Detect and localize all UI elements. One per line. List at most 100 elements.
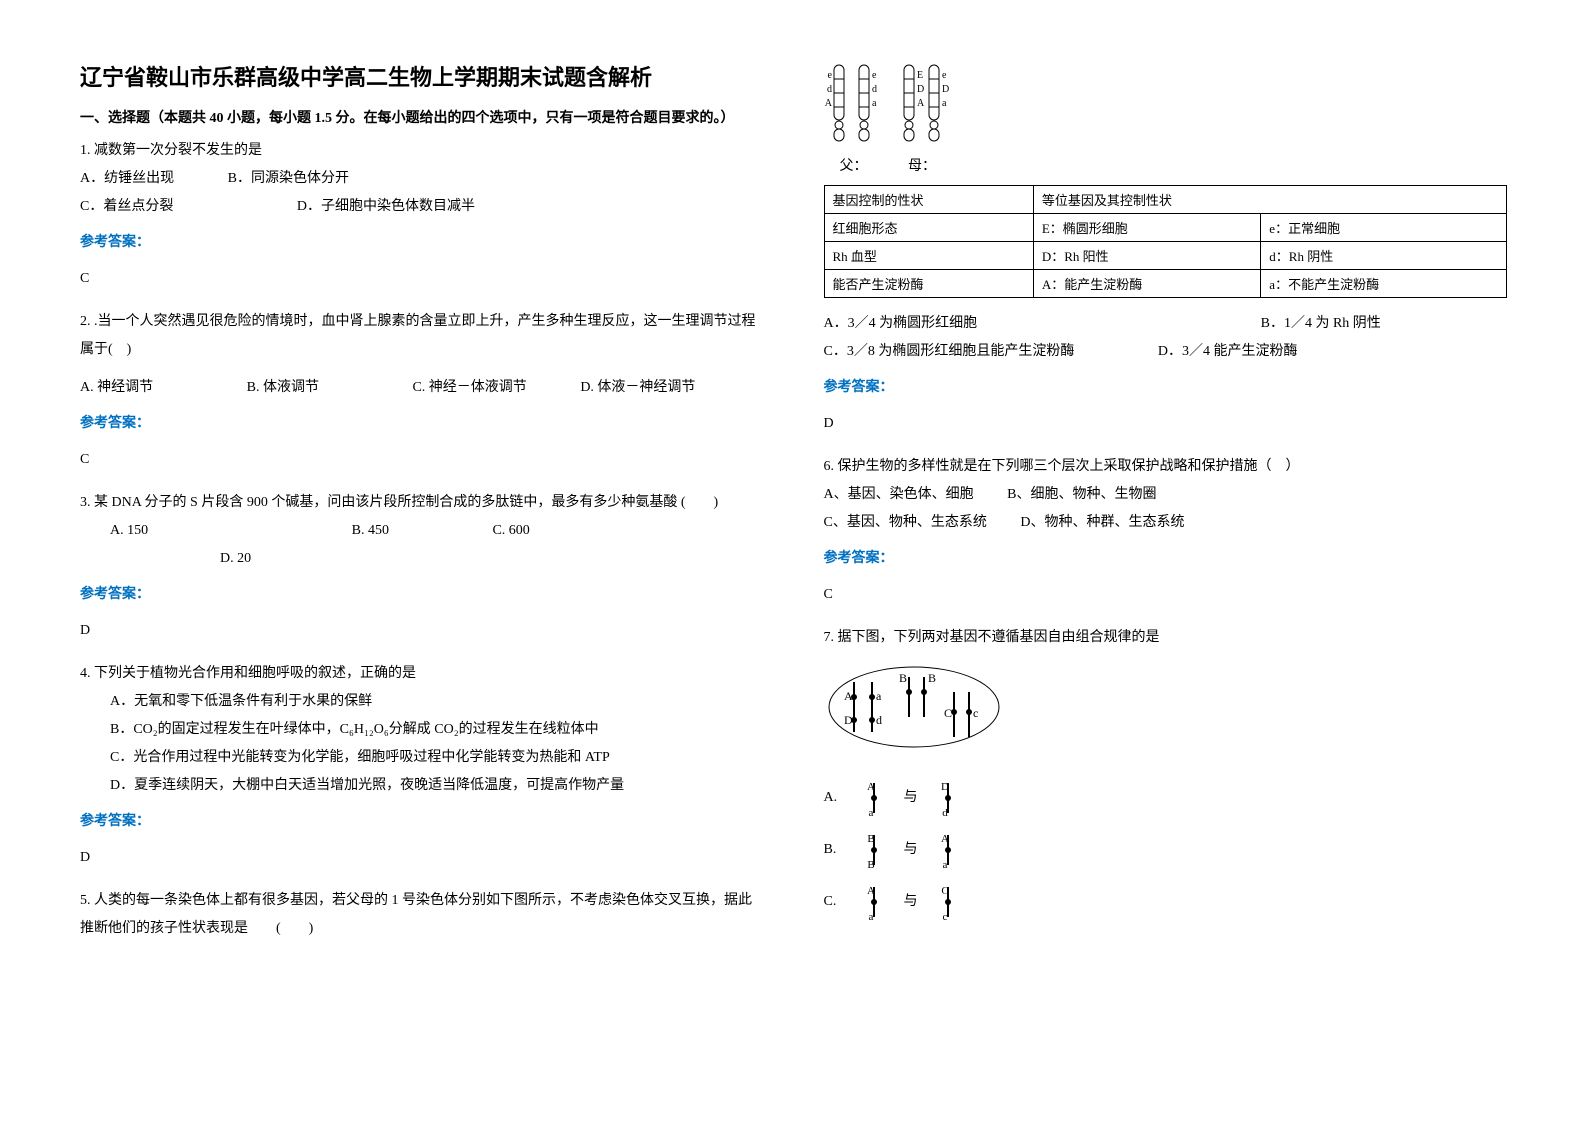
q6-option-c: C、基因、物种、生态系统	[824, 509, 987, 537]
svg-text:d: d	[872, 84, 877, 95]
svg-text:e: e	[872, 70, 877, 81]
q6-option-b: B、细胞、物种、生物圈	[1007, 481, 1156, 509]
father-label: 父：	[824, 155, 884, 175]
q7-option-c-mid: 与	[904, 888, 918, 916]
svg-text:A: A	[917, 98, 925, 109]
cell-diagram: A a D d B B	[824, 662, 1508, 763]
q7-option-c-label: C.	[824, 888, 844, 916]
q3-answer: D	[80, 617, 764, 645]
table-r3c3: a：不能产生淀粉酶	[1261, 270, 1507, 298]
mother-label: 母：	[887, 155, 957, 175]
q3-option-a: A. 150	[110, 517, 148, 545]
svg-text:C: C	[944, 706, 952, 720]
svg-text:A: A	[824, 98, 832, 109]
page-title: 辽宁省鞍山市乐群高级中学高二生物上学期期末试题含解析	[80, 60, 764, 92]
table-r2c2: D：Rh 阳性	[1033, 242, 1260, 270]
table-r3c2: A：能产生淀粉酶	[1033, 270, 1260, 298]
q2-option-d: D. 体液－神经调节	[580, 374, 695, 402]
answer-label: 参考答案：	[80, 410, 764, 438]
q7-option-a-mid: 与	[904, 784, 918, 812]
table-r1c2: E：椭圆形细胞	[1033, 214, 1260, 242]
q3-stem: 3. 某 DNA 分子的 S 片段含 900 个碱基，问由该片段所控制合成的多肽…	[80, 489, 764, 517]
q6-option-a: A、基因、染色体、细胞	[824, 481, 974, 509]
svg-text:B: B	[928, 671, 936, 685]
table-r2c1: Rh 血型	[824, 242, 1033, 270]
q2-option-a: A. 神经调节	[80, 374, 153, 402]
q5-option-d: D．3／4 能产生淀粉酶	[1158, 338, 1298, 366]
answer-label: 参考答案：	[824, 374, 1508, 402]
q7-option-b-row: B. B B 与 Aa	[824, 830, 1508, 870]
q4-answer: D	[80, 844, 764, 872]
q3-option-b: B. 450	[352, 517, 389, 545]
q1-option-b: B．同源染色体分开	[228, 165, 349, 193]
q1-stem: 1. 减数第一次分裂不发生的是	[80, 137, 764, 165]
q7-stem: 7. 据下图，下列两对基因不遵循基因自由组合规律的是	[824, 624, 1508, 652]
q2-answer: C	[80, 446, 764, 474]
q6-answer: C	[824, 581, 1508, 609]
svg-text:a: a	[872, 98, 877, 109]
svg-text:D: D	[917, 84, 924, 95]
q6-stem: 6. 保护生物的多样性就是在下列哪三个层次上采取保护战略和保护措施（ ）	[824, 453, 1508, 481]
q7-option-a-label: A.	[824, 784, 844, 812]
question-3: 3. 某 DNA 分子的 S 片段含 900 个碱基，问由该片段所控制合成的多肽…	[80, 489, 764, 645]
svg-text:e: e	[942, 70, 947, 81]
svg-text:d: d	[827, 84, 832, 95]
q5-answer: D	[824, 410, 1508, 438]
chromosome-diagram: e d A e d a	[824, 60, 1508, 175]
svg-text:a: a	[942, 98, 947, 109]
answer-label: 参考答案：	[80, 229, 764, 257]
question-1: 1. 减数第一次分裂不发生的是 A．纺锤丝出现 B．同源染色体分开 C．着丝点分…	[80, 137, 764, 293]
table-h1: 基因控制的性状	[824, 186, 1033, 214]
table-r1c3: e：正常细胞	[1261, 214, 1507, 242]
q2-option-c: C. 神经－体液调节	[412, 374, 526, 402]
q6-option-d: D、物种、种群、生态系统	[1020, 509, 1184, 537]
q1-option-c: C．着丝点分裂	[80, 193, 173, 221]
svg-text:B: B	[867, 833, 874, 845]
question-5-stem-block: 5. 人类的每一条染色体上都有很多基因，若父母的 1 号染色体分别如下图所示，不…	[80, 887, 764, 943]
table-r1c1: 红细胞形态	[824, 214, 1033, 242]
left-column: 辽宁省鞍山市乐群高级中学高二生物上学期期末试题含解析 一、选择题（本题共 40 …	[80, 60, 764, 958]
answer-label: 参考答案：	[80, 808, 764, 836]
svg-text:A: A	[867, 885, 875, 897]
svg-text:D: D	[941, 781, 949, 793]
svg-text:c: c	[942, 911, 947, 922]
q2-stem: 2. .当一个人突然遇见很危险的情境时，血中肾上腺素的含量立即上升，产生多种生理…	[80, 308, 764, 364]
right-column: e d A e d a	[824, 60, 1508, 958]
svg-text:D: D	[942, 84, 949, 95]
svg-text:a: a	[876, 689, 882, 703]
svg-text:D: D	[844, 713, 853, 727]
q1-option-d: D．子细胞中染色体数目减半	[297, 193, 475, 221]
q7-option-a-row: A. Aa 与 Dd	[824, 778, 1508, 818]
q7-option-b-mid: 与	[904, 836, 918, 864]
q7-option-c-row: C. Aa 与 Cc	[824, 882, 1508, 922]
svg-text:A: A	[844, 689, 853, 703]
svg-text:C: C	[941, 885, 948, 897]
q4-option-c: C．光合作用过程中光能转变为化学能，细胞呼吸过程中化学能转变为热能和 ATP	[110, 744, 764, 772]
svg-text:A: A	[941, 833, 949, 845]
answer-label: 参考答案：	[824, 545, 1508, 573]
q3-option-d: D. 20	[220, 551, 251, 566]
svg-text:a: a	[942, 859, 947, 870]
q5-option-b: B．1／4 为 Rh 阴性	[1261, 310, 1381, 338]
q7-option-b-label: B.	[824, 836, 844, 864]
question-4: 4. 下列关于植物光合作用和细胞呼吸的叙述，正确的是 A．无氧和零下低温条件有利…	[80, 660, 764, 872]
q4-option-a: A．无氧和零下低温条件有利于水果的保鲜	[110, 688, 764, 716]
svg-text:A: A	[867, 781, 875, 793]
q5-option-a: A．3／4 为椭圆形红细胞	[824, 310, 978, 338]
q4-option-b: B．CO₂的固定过程发生在叶绿体中，C₆H₁₂O₆分解成 CO₂的过程发生在线粒…	[110, 716, 764, 744]
table-h2: 等位基因及其控制性状	[1033, 186, 1506, 214]
svg-text:B: B	[899, 671, 907, 685]
q1-option-a: A．纺锤丝出现	[80, 165, 174, 193]
svg-text:c: c	[973, 706, 978, 720]
gene-table: 基因控制的性状 等位基因及其控制性状 红细胞形态 E：椭圆形细胞 e：正常细胞 …	[824, 185, 1508, 298]
q1-answer: C	[80, 265, 764, 293]
question-6: 6. 保护生物的多样性就是在下列哪三个层次上采取保护战略和保护措施（ ） A、基…	[824, 453, 1508, 609]
section-heading: 一、选择题（本题共 40 小题，每小题 1.5 分。在每小题给出的四个选项中，只…	[80, 107, 764, 127]
svg-text:E: E	[917, 70, 923, 81]
question-7: 7. 据下图，下列两对基因不遵循基因自由组合规律的是 A a D d	[824, 624, 1508, 922]
question-2: 2. .当一个人突然遇见很危险的情境时，血中肾上腺素的含量立即上升，产生多种生理…	[80, 308, 764, 474]
svg-text:d: d	[876, 713, 882, 727]
svg-text:B: B	[867, 859, 874, 870]
q2-option-b: B. 体液调节	[247, 374, 319, 402]
q5-option-c: C．3／8 为椭圆形红细胞且能产生淀粉酶	[824, 338, 1075, 366]
